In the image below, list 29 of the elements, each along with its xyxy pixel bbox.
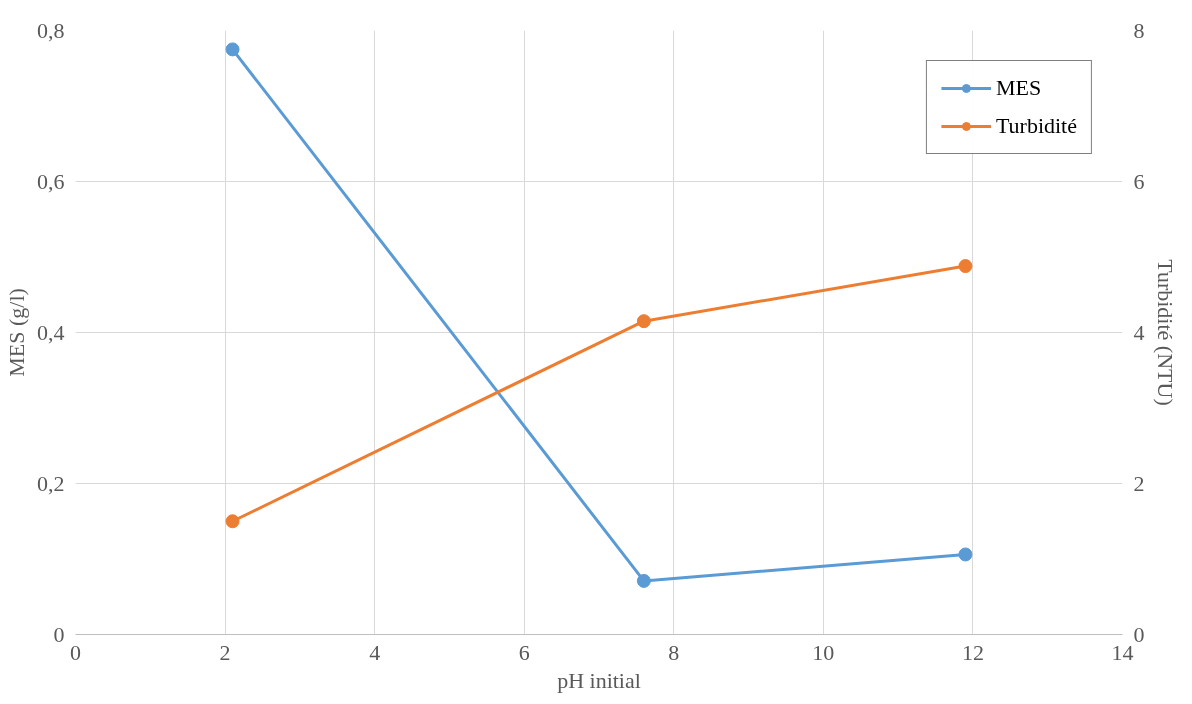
x-tick-label: 10	[812, 639, 835, 665]
x-tick-label: 12	[961, 639, 984, 665]
legend-label: Turbidité	[995, 113, 1077, 139]
y2-tick-label: 6	[1133, 168, 1145, 194]
x-tick-label: 4	[369, 639, 381, 665]
y-tick-label: 0,2	[37, 470, 65, 496]
point	[225, 514, 240, 529]
x-axis-title: pH initial	[557, 667, 641, 693]
y2-tick-label: 8	[1133, 17, 1145, 43]
x-tick-label: 0	[70, 639, 81, 665]
y2-tick-label: 4	[1133, 319, 1145, 345]
x-tick-label: 14	[1111, 639, 1134, 665]
y-tick-label: 0,4	[37, 319, 65, 345]
point	[958, 259, 973, 274]
point	[958, 547, 973, 562]
y-tick-label: 0,6	[37, 168, 65, 194]
x-tick-label: 2	[219, 639, 231, 665]
y2-tick-label: 2	[1133, 470, 1145, 496]
y-tick-label: 0,8	[37, 17, 65, 43]
legend-label: MES	[995, 75, 1042, 101]
point	[636, 573, 651, 588]
y2-axis-title: Turbidité (NTU)	[1152, 259, 1178, 406]
y-axis-title: MES (g/l)	[4, 288, 29, 377]
x-tick-label: 6	[518, 639, 530, 665]
point	[225, 42, 240, 57]
y-tick-label: 0	[53, 621, 65, 647]
x-tick-label: 8	[668, 639, 680, 665]
y2-tick-label: 0	[1133, 621, 1145, 647]
point	[636, 314, 651, 329]
